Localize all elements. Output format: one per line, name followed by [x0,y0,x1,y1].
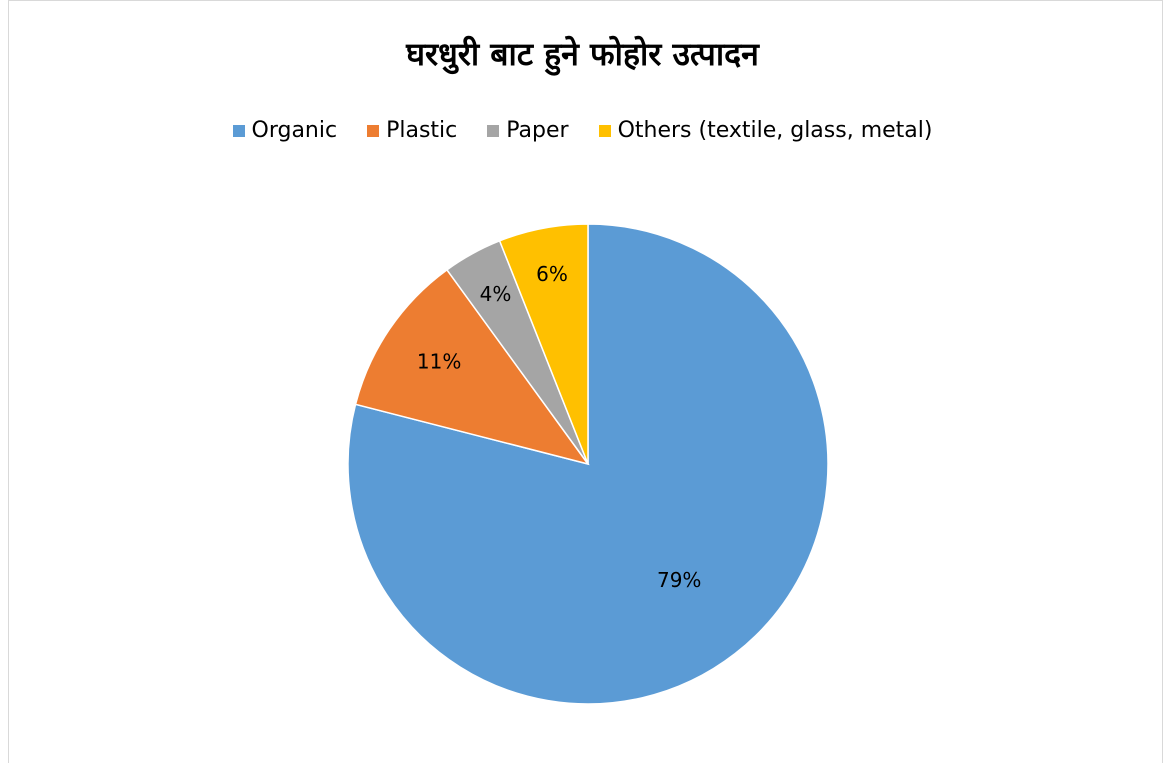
legend-label-paper: Paper [506,118,569,143]
chart-legend: Organic Plastic Paper Others (textile, g… [0,118,1165,143]
pie-slices [347,223,829,705]
legend-label-others: Others (textile, glass, metal) [617,118,933,143]
data-label-others: 6% [536,262,568,286]
data-label-paper: 4% [480,282,512,306]
legend-swatch-organic [232,124,245,137]
data-label-organic: 79% [657,568,701,592]
pie-slice-others [498,223,589,465]
pie-data-labels: 79% 11% 4% 6% [417,262,702,592]
data-label-plastic: 11% [417,349,461,373]
pie-slice-plastic [354,268,590,466]
legend-item-organic: Organic [232,118,338,143]
legend-swatch-others [598,124,611,137]
legend-swatch-paper [487,124,500,137]
legend-item-plastic: Plastic [367,118,457,143]
legend-label-organic: Organic [251,118,338,143]
legend-item-others: Others (textile, glass, metal) [598,118,933,143]
legend-label-plastic: Plastic [386,118,458,143]
chart-title: घरधुरी बाट हुने फोहोर उत्पादन [406,35,759,73]
legend-swatch-plastic [367,124,380,137]
legend-item-paper: Paper [487,118,569,143]
